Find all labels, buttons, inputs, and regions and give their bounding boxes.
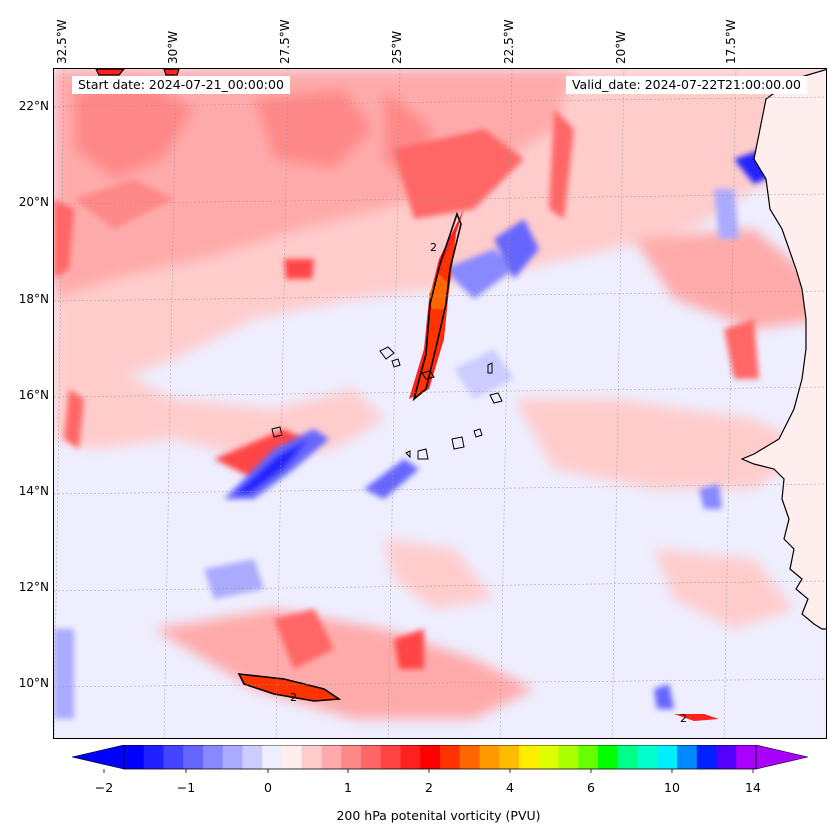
colorbar-swatch xyxy=(716,745,737,769)
colorbar-swatch xyxy=(657,745,678,769)
longitude-label: 25°W xyxy=(390,30,404,64)
colorbar-swatch xyxy=(440,745,461,769)
contour-label: 2 xyxy=(680,712,687,725)
pv-field-map: 2 2 2 xyxy=(54,69,826,738)
colorbar-swatch xyxy=(203,745,224,769)
colorbar-swatch xyxy=(558,745,579,769)
strong-pv-streaks xyxy=(54,109,759,669)
coastline xyxy=(740,69,826,630)
colorbar-swatch xyxy=(696,745,717,769)
longitude-label: 22.5°W xyxy=(502,19,516,64)
colorbar-tick-label: −2 xyxy=(94,780,114,795)
colorbar-swatch xyxy=(677,745,698,769)
colorbar-swatch xyxy=(578,745,599,769)
colorbar-swatch xyxy=(380,745,401,769)
graticule xyxy=(54,69,826,738)
longitude-label: 20°W xyxy=(614,30,628,64)
latitude-label: 16°N xyxy=(18,388,49,402)
negative-pv-regions xyxy=(54,149,789,719)
longitude-label: 32.5°W xyxy=(55,19,69,64)
colorbar-tick-label: 14 xyxy=(745,780,761,795)
colorbar-swatch xyxy=(341,745,362,769)
colorbar-swatch xyxy=(736,745,757,769)
main-pv-filament xyxy=(409,209,464,402)
colorbar-tick-label: 4 xyxy=(506,780,514,795)
map-panel: 2 2 2 xyxy=(53,68,827,739)
colorbar-swatch xyxy=(282,745,303,769)
colorbar-swatch xyxy=(459,745,480,769)
longitude-label: 17.5°W xyxy=(724,19,738,64)
colorbar-tick-label: 0 xyxy=(264,780,272,795)
colorbar-title: 200 hPa potenital vorticity (PVU) xyxy=(336,808,541,823)
colorbar-swatch xyxy=(538,745,559,769)
colorbar-swatch xyxy=(301,745,322,769)
longitude-label: 27.5°W xyxy=(278,19,292,64)
colorbar-swatch xyxy=(400,745,421,769)
colorbar-max-arrow xyxy=(755,745,808,770)
longitude-label: 30°W xyxy=(166,30,180,64)
colorbar-min-arrow xyxy=(72,745,125,770)
start-date-label: Start date: 2024-07-21_00:00:00 xyxy=(72,76,290,94)
latitude-label: 18°N xyxy=(18,292,49,306)
colorbar xyxy=(72,745,808,773)
latitude-label: 10°N xyxy=(18,676,49,690)
colorbar-swatch xyxy=(479,745,500,769)
colorbar-swatch xyxy=(143,745,164,769)
contour-label: 2 xyxy=(290,691,297,704)
colorbar-swatch xyxy=(242,745,263,769)
valid-date-label: Valid_date: 2024-07-22T21:00:00.00 xyxy=(565,76,807,94)
latitude-label: 12°N xyxy=(18,580,49,594)
colorbar-swatch xyxy=(637,745,658,769)
colorbar-swatch xyxy=(519,745,540,769)
colorbar-tick-label: 1 xyxy=(344,780,352,795)
colorbar-tick-label: 2 xyxy=(425,780,433,795)
colorbar-swatch xyxy=(222,745,243,769)
latitude-label: 14°N xyxy=(18,484,49,498)
colorbar-tick-label: 10 xyxy=(664,780,680,795)
colorbar-swatch xyxy=(361,745,382,769)
contour-label: 2 xyxy=(430,241,437,254)
colorbar-swatch xyxy=(420,745,441,769)
southern-pv-filament xyxy=(95,69,719,721)
colorbar-border xyxy=(123,745,757,770)
latitude-label: 22°N xyxy=(18,99,49,113)
colorbar-tick-label: 6 xyxy=(587,780,595,795)
colorbar-tick-label: −1 xyxy=(176,780,196,795)
colorbar-swatch xyxy=(499,745,520,769)
islands xyxy=(271,346,503,460)
colorbar-swatch xyxy=(262,745,283,769)
colorbar-swatch xyxy=(598,745,619,769)
colorbar-swatch xyxy=(163,745,184,769)
colorbar-swatch xyxy=(617,745,638,769)
colorbar-swatch xyxy=(124,745,145,769)
colorbar-swatch xyxy=(321,745,342,769)
latitude-label: 20°N xyxy=(18,195,49,209)
colorbar-swatch xyxy=(183,745,204,769)
